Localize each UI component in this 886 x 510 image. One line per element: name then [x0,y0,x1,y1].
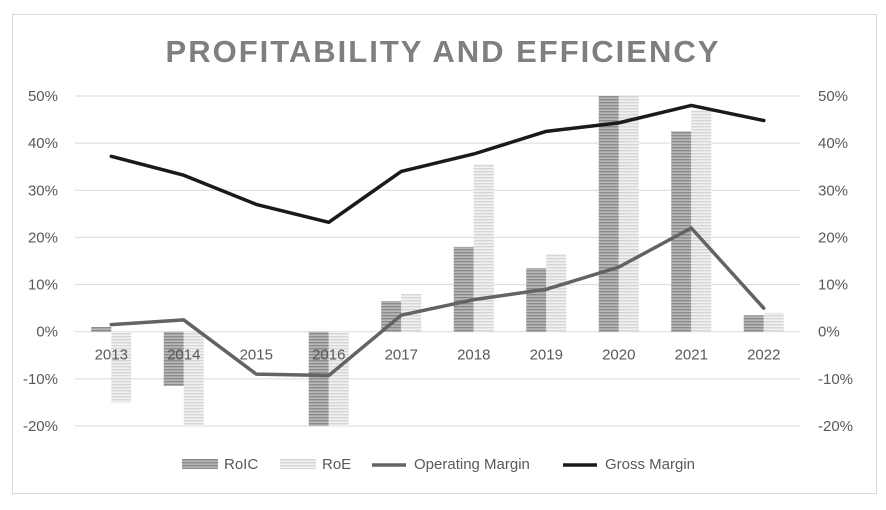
bar-roe-2013 [111,331,132,403]
bar-roic-2016 [308,331,329,426]
y-tick-label-left: -20% [23,418,58,435]
y-tick-label-left: 0% [36,324,58,341]
y-axis-left: -20% -10% 0% 10% 20% 30% 40% 50% [23,88,58,435]
bar-roe-2018 [473,164,494,332]
y-tick-label-right: 50% [818,88,848,105]
lines [109,103,766,378]
bars [91,96,784,426]
bar-roe-2021 [691,110,712,332]
bar-roe-2022 [763,312,784,332]
chart-title: PROFITABILITY AND EFFICIENCY [165,34,721,69]
legend-roic-label: RoIC [224,456,258,473]
x-tick-label: 2022 [747,347,780,364]
y-tick-label-right: -10% [818,371,853,388]
x-tick-label: 2017 [385,347,418,364]
series-line-operating-margin [109,226,766,378]
y-tick-label-right: 40% [818,135,848,152]
bar-roe-2020 [618,96,639,332]
y-tick-label-left: 10% [28,277,58,294]
x-tick-label: 2014 [167,347,200,364]
y-axis-right: -20% -10% 0% 10% 20% 30% 40% 50% [818,88,853,435]
bar-roe-2019 [546,253,567,332]
y-tick-label-left: 40% [28,135,58,152]
x-tick-label: 2015 [240,347,273,364]
y-tick-label-right: -20% [818,418,853,435]
bar-roic-2019 [526,268,547,332]
x-axis: 2013 2014 2015 2016 2017 2018 2019 2020 2021 2022 [95,347,781,364]
x-tick-label: 2019 [530,347,563,364]
legend: RoIC RoE Operating Margin Gross Margin [182,456,695,473]
x-tick-label: 2018 [457,347,490,364]
y-tick-label-left: -10% [23,371,58,388]
y-tick-label-left: 20% [28,229,58,246]
series-line-gross-margin [109,103,766,225]
y-tick-label-right: 0% [818,324,840,341]
bar-roic-2018 [453,246,474,332]
legend-operating-margin-label: Operating Margin [414,456,530,473]
bar-roic-2022 [743,315,764,332]
bar-roic-2020 [598,96,619,332]
y-tick-label-left: 50% [28,88,58,105]
x-tick-label: 2020 [602,347,635,364]
legend-roe-label: RoE [322,456,351,473]
y-tick-label-left: 30% [28,182,58,199]
legend-gross-margin-label: Gross Margin [605,456,695,473]
x-tick-label: 2016 [312,347,345,364]
legend-roic-swatch [182,459,218,469]
x-tick-label: 2013 [95,347,128,364]
bar-roe-2016 [328,331,349,426]
bar-roic-2017 [381,301,402,332]
bar-roic-2013 [91,327,112,332]
x-tick-label: 2021 [675,347,708,364]
bar-roic-2014 [163,331,184,386]
bar-roe-2014 [183,331,204,426]
legend-roe-swatch [280,459,316,469]
y-tick-label-right: 30% [818,182,848,199]
y-tick-label-right: 10% [818,277,848,294]
y-tick-label-right: 20% [818,229,848,246]
chart-frame [12,14,877,494]
